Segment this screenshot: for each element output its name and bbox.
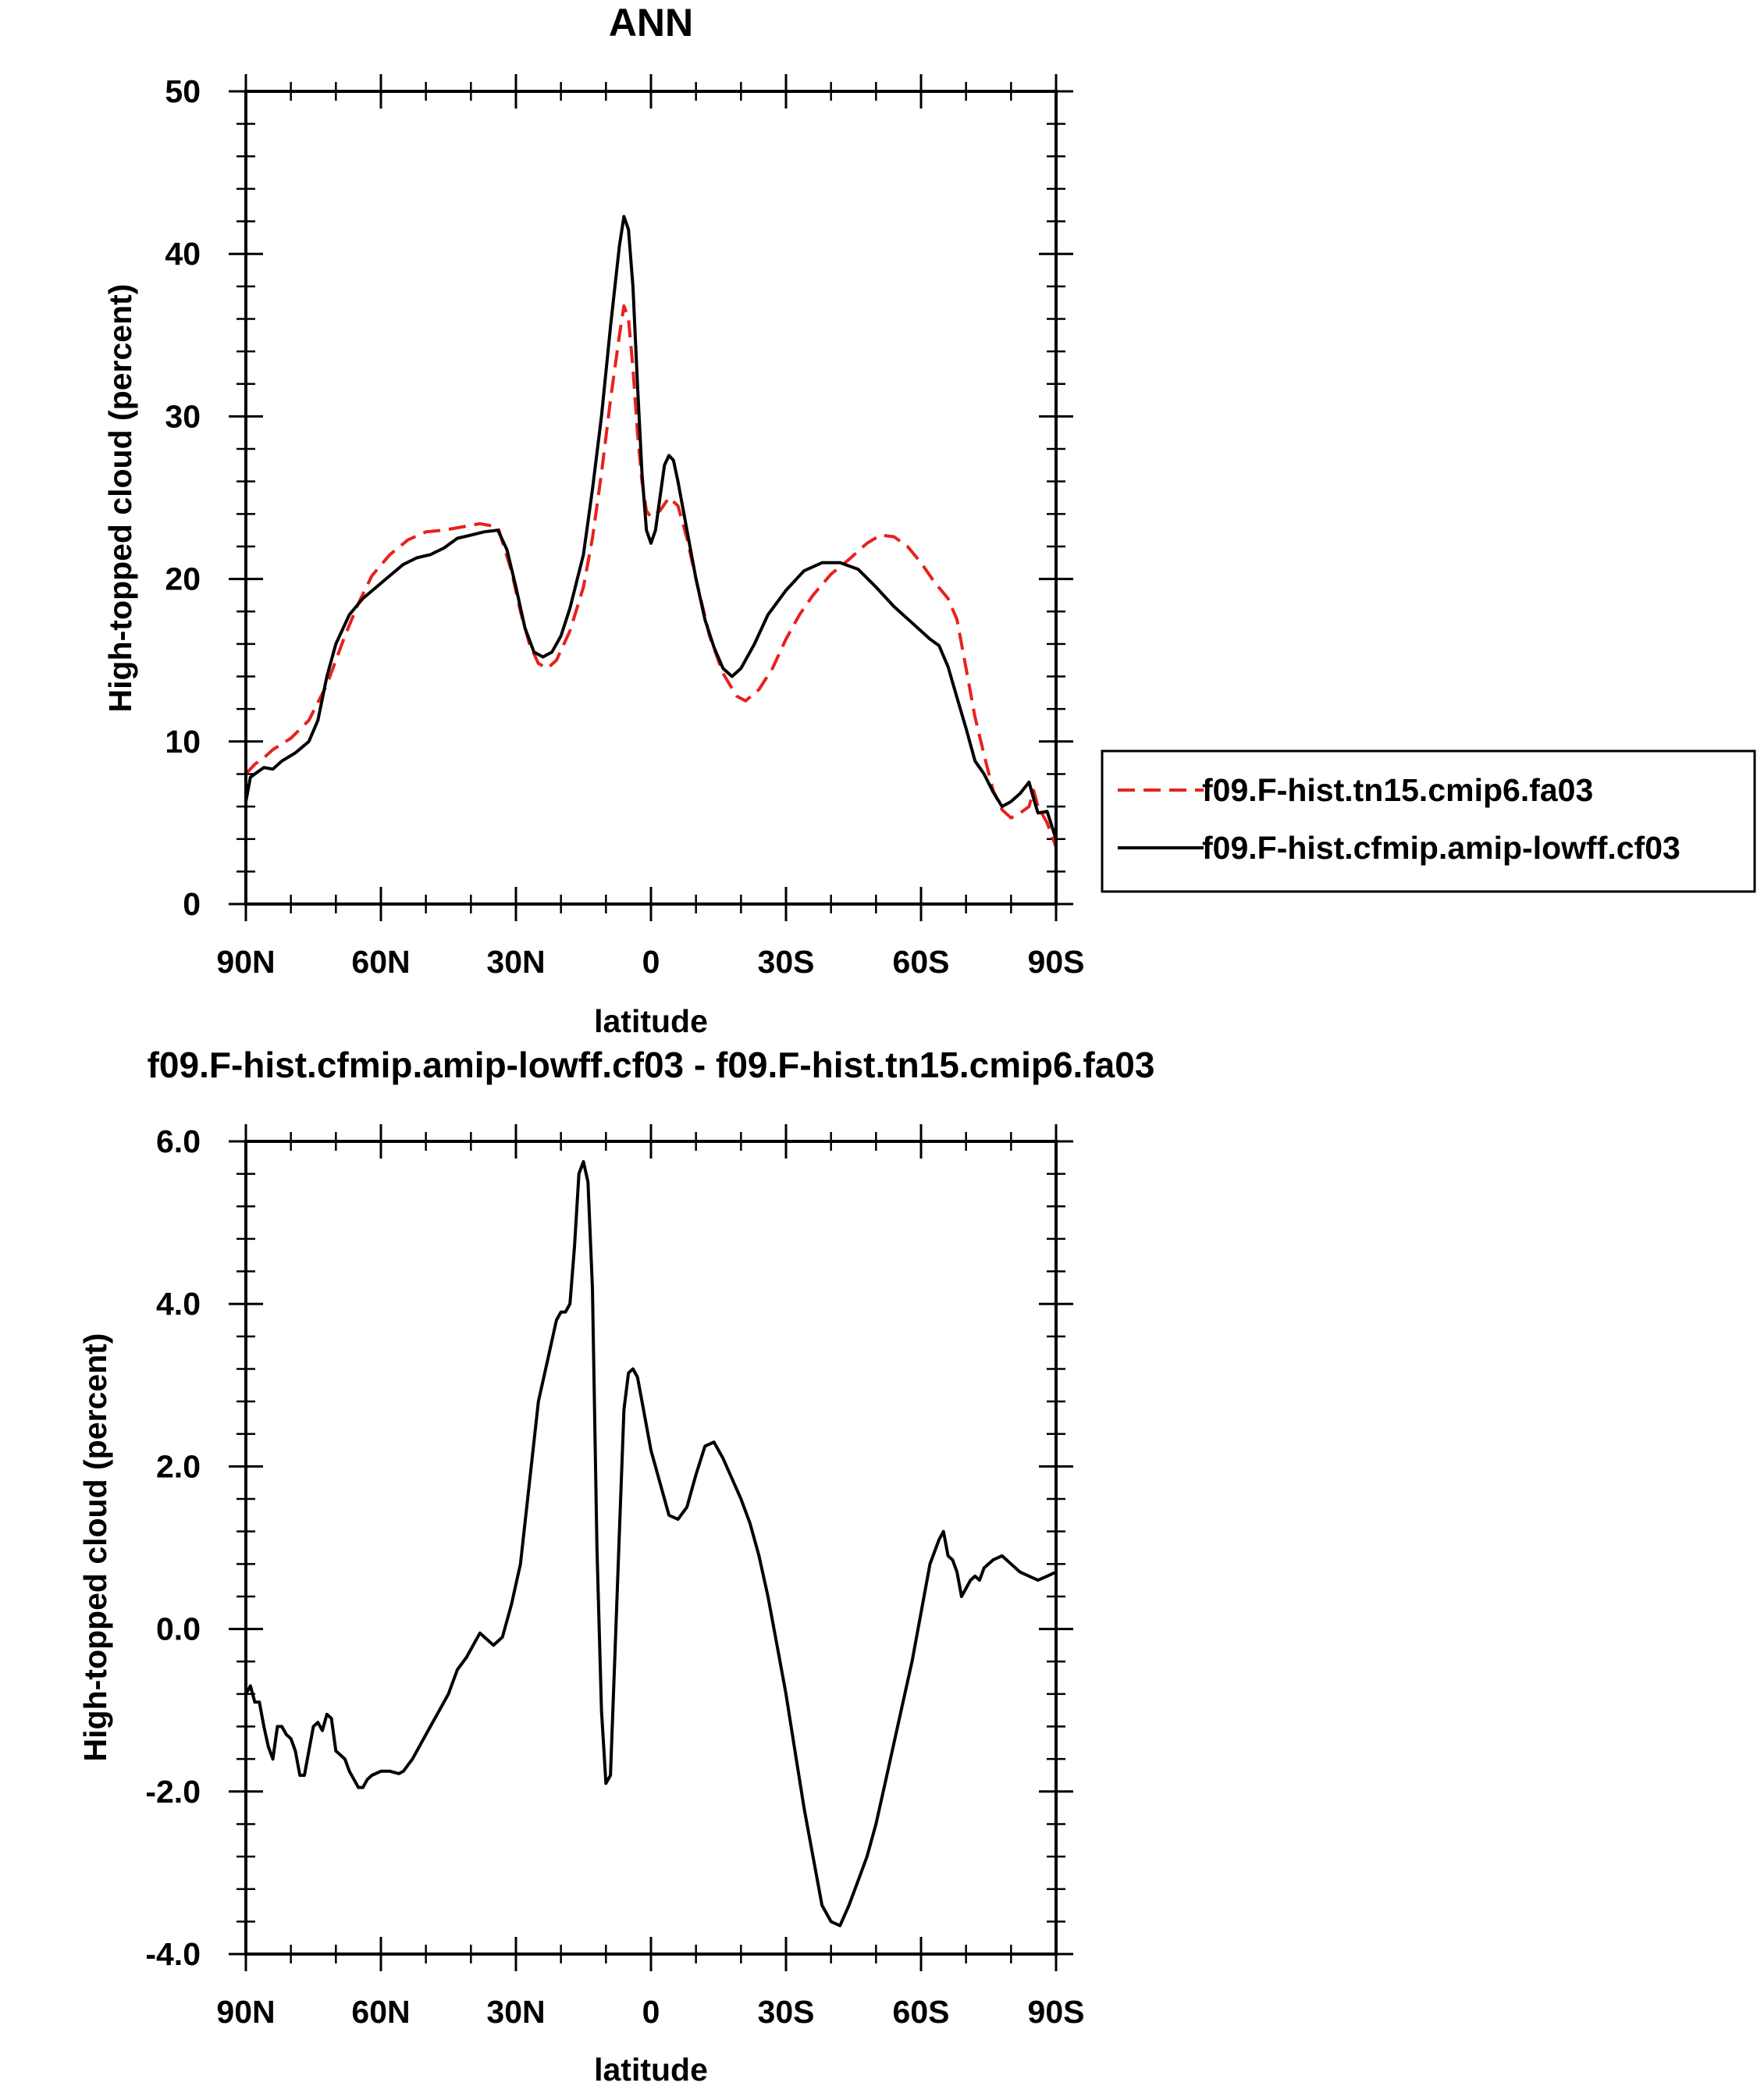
x-tick-label: 60S xyxy=(893,944,950,980)
bottom-plot-frame xyxy=(244,1140,1058,1956)
y-tick-label: -2.0 xyxy=(145,1774,201,1810)
x-tick-label: 60S xyxy=(893,1994,950,2030)
y-tick-label: 10 xyxy=(165,724,201,760)
x-tick-label: 30S xyxy=(758,944,815,980)
top-y-axis-label: High-topped cloud (percent) xyxy=(102,284,138,713)
x-tick-label: 90N xyxy=(216,1994,275,2030)
y-tick-label: 4.0 xyxy=(156,1286,201,1322)
y-tick-label: 20 xyxy=(165,561,201,597)
x-tick-label: 60N xyxy=(351,1994,410,2030)
bottom-y-axis-label: High-topped cloud (percent) xyxy=(77,1333,113,1762)
top-plot-frame xyxy=(244,90,1058,906)
top-tick-labels: 0 10 20 30 40 50 90N 60N 30N 0 30S 60S 90S xyxy=(165,73,1084,980)
x-tick-label: 60N xyxy=(351,944,410,980)
x-tick-label: 90S xyxy=(1028,1994,1085,2030)
series-line-1 xyxy=(244,1160,1057,1928)
top-x-axis-label: latitude xyxy=(594,1003,708,1039)
y-tick-label: -4.0 xyxy=(145,1936,201,1972)
x-tick-label: 30S xyxy=(758,1994,815,2030)
y-tick-label: 30 xyxy=(165,398,201,434)
x-tick-label: 0 xyxy=(642,1994,660,2030)
legend-label-series-1: f09.F-hist.tn15.cmip6.fa03 xyxy=(1202,772,1593,808)
x-tick-label: 90N xyxy=(216,944,275,980)
legend-box xyxy=(1101,749,1756,893)
legend-label-series-2: f09.F-hist.cfmip.amip-lowff.cf03 xyxy=(1202,830,1680,866)
x-tick-label: 30N xyxy=(486,1994,545,2030)
legend: f09.F-hist.tn15.cmip6.fa03 f09.F-hist.cf… xyxy=(1101,749,1756,893)
bottom-tick-labels: -4.0 -2.0 0.0 2.0 4.0 6.0 90N 60N 30N 0 30S 60S 90S xyxy=(145,1123,1084,2030)
series-line-2 xyxy=(244,215,1058,840)
y-tick-label: 6.0 xyxy=(156,1123,201,1159)
x-tick-label: 0 xyxy=(642,944,660,980)
bottom-chart-title: f09.F-hist.cfmip.amip-lowff.cf03 - f09.F… xyxy=(148,1045,1155,1085)
bottom-series xyxy=(244,1160,1057,1928)
x-tick-label: 30N xyxy=(486,944,545,980)
y-tick-label: 2.0 xyxy=(156,1448,201,1484)
y-tick-label: 50 xyxy=(165,73,201,109)
bottom-panel: f09.F-hist.cfmip.amip-lowff.cf03 - f09.F… xyxy=(77,1045,1154,2086)
top-chart-title: ANN xyxy=(609,1,693,44)
top-ticks xyxy=(229,74,1073,921)
top-series xyxy=(244,215,1058,848)
top-panel: ANN 0 10 20 30 40 50 90N 60N 30N 0 30S 60S 90S latit… xyxy=(102,1,1756,1039)
bottom-x-axis-label: latitude xyxy=(594,2052,708,2086)
y-tick-label: 40 xyxy=(165,236,201,272)
x-tick-label: 90S xyxy=(1028,944,1085,980)
y-tick-label: 0 xyxy=(183,886,201,922)
y-tick-label: 0.0 xyxy=(156,1611,201,1647)
series-line-1 xyxy=(244,304,1058,848)
